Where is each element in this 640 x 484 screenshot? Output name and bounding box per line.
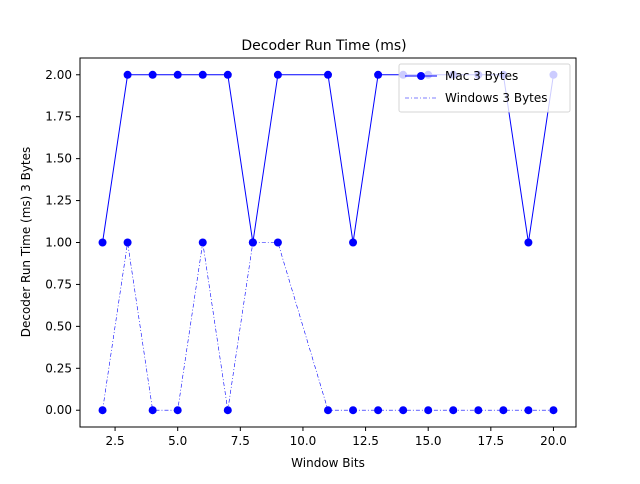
legend-box	[398, 63, 571, 113]
y-tick-label: 0.00	[45, 403, 72, 417]
x-axis-ticks: 2.5 5.0 7.5 10.0 12.5 15.0 17.5 20.0	[106, 427, 567, 448]
data-point-windows-3-bytes	[424, 406, 433, 415]
x-axis-label: Window Bits	[291, 456, 365, 470]
data-point-mac-3-bytes	[524, 238, 533, 247]
x-tick-label: 15.0	[415, 434, 442, 448]
data-point-mac-3-bytes	[198, 70, 207, 79]
data-point-windows-3-bytes	[123, 238, 132, 247]
x-tick-label: 12.5	[352, 434, 379, 448]
data-point-mac-3-bytes	[324, 70, 332, 79]
data-point-windows-3-bytes	[98, 406, 107, 415]
data-point-mac-3-bytes	[273, 70, 282, 79]
legend-label-mac: Mac 3 Bytes	[445, 69, 518, 83]
series-line-windows-3-bytes	[102, 242, 554, 411]
y-tick-label: 0.25	[45, 361, 72, 375]
data-point-windows-3-bytes	[474, 406, 483, 415]
data-point-windows-3-bytes	[173, 406, 182, 415]
data-point-windows-3-bytes	[324, 406, 332, 415]
data-point-windows-3-bytes	[273, 238, 282, 247]
legend-marker-mac	[417, 72, 425, 80]
x-tick-label: 20.0	[540, 434, 567, 448]
data-point-windows-3-bytes	[524, 406, 533, 415]
data-point-windows-3-bytes	[499, 406, 508, 415]
data-point-mac-3-bytes	[173, 70, 182, 79]
data-point-windows-3-bytes	[198, 238, 207, 247]
y-tick-label: 0.50	[45, 319, 72, 333]
plot-area-frame	[79, 57, 577, 428]
y-tick-label: 1.75	[45, 110, 72, 124]
x-tick-label: 17.5	[477, 434, 504, 448]
series-layer	[98, 70, 558, 415]
data-point-mac-3-bytes	[374, 70, 383, 79]
y-tick-label: 1.25	[45, 194, 72, 208]
x-tick-label: 10.0	[290, 434, 317, 448]
x-tick-label: 5.0	[168, 434, 187, 448]
data-point-windows-3-bytes	[399, 406, 408, 415]
y-tick-label: 0.75	[45, 277, 72, 291]
data-point-windows-3-bytes	[223, 406, 232, 415]
data-point-windows-3-bytes	[449, 406, 458, 415]
y-tick-label: 1.00	[45, 236, 72, 250]
chart-title: Decoder Run Time (ms)	[241, 38, 406, 54]
data-point-mac-3-bytes	[98, 238, 107, 247]
y-axis-label: Decoder Run Time (ms) 3 Bytes	[19, 147, 33, 338]
data-point-mac-3-bytes	[123, 70, 132, 79]
y-axis-ticks: 0.00 0.25 0.50 0.75 1.00 1.25 1.50 1.75 2.00	[45, 68, 80, 417]
data-point-windows-3-bytes	[349, 406, 358, 415]
data-point-windows-3-bytes	[549, 406, 558, 415]
x-tick-label: 2.5	[106, 434, 125, 448]
data-point-windows-3-bytes	[148, 406, 157, 415]
data-point-windows-3-bytes	[374, 406, 383, 415]
y-tick-label: 2.00	[45, 68, 72, 82]
data-point-mac-3-bytes	[223, 70, 232, 79]
legend: Mac 3 Bytes Windows 3 Bytes	[398, 63, 571, 113]
data-point-mac-3-bytes	[349, 238, 358, 247]
data-point-mac-3-bytes	[148, 70, 157, 79]
legend-label-windows: Windows 3 Bytes	[445, 91, 548, 105]
x-tick-label: 7.5	[231, 434, 250, 448]
data-point-windows-3-bytes	[248, 238, 257, 247]
y-tick-label: 1.50	[45, 152, 72, 166]
